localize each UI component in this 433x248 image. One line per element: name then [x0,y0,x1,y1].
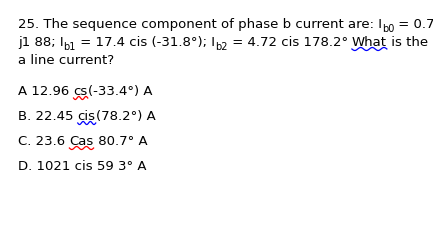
Text: 80.7° A: 80.7° A [94,135,147,148]
Text: b0: b0 [382,24,394,34]
Text: C. 23.6: C. 23.6 [18,135,69,148]
Text: D. 1021 cis 59 3° A: D. 1021 cis 59 3° A [18,160,146,173]
Text: cs: cs [74,85,88,98]
Text: 25. The sequence component of phase b current are: I: 25. The sequence component of phase b cu… [18,18,382,31]
Text: Cas: Cas [69,135,94,148]
Text: B. 22.45: B. 22.45 [18,110,78,123]
Text: b2: b2 [215,42,227,52]
Text: is the phase: is the phase [387,36,433,49]
Text: j1 88; I: j1 88; I [18,36,64,49]
Text: (-33.4°) A: (-33.4°) A [88,85,152,98]
Text: What: What [352,36,387,49]
Text: = 17.4 cis (-31.8°); I: = 17.4 cis (-31.8°); I [76,36,215,49]
Text: a line current?: a line current? [18,54,114,67]
Text: (78.2°) A: (78.2°) A [96,110,155,123]
Text: = 4.72 cis 178.2°: = 4.72 cis 178.2° [227,36,352,49]
Text: b1: b1 [64,42,76,52]
Text: A 12.96: A 12.96 [18,85,74,98]
Text: = 0.77 +: = 0.77 + [394,18,433,31]
Text: cis: cis [78,110,96,123]
